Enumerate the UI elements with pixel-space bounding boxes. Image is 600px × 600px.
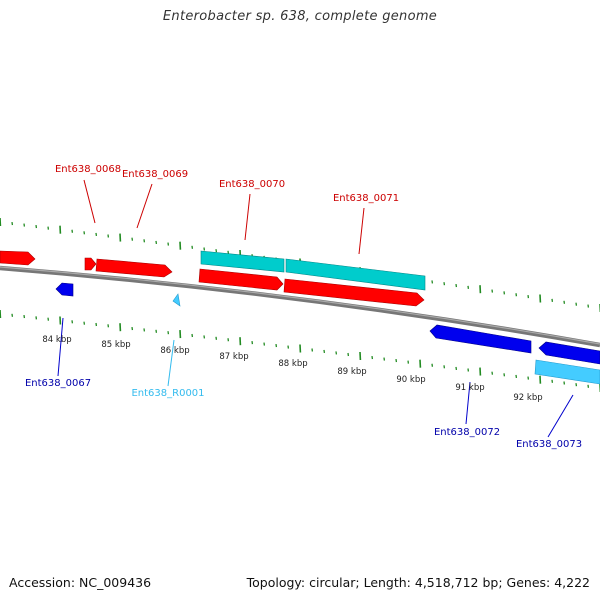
leader-0071 (358, 207, 365, 255)
scale-label-89: 89 kbp (337, 367, 366, 377)
gene-label-r0001[interactable]: Ent638_R0001 (131, 388, 204, 399)
gene-arrow-0067[interactable] (55, 282, 74, 297)
leader-0072 (465, 381, 471, 425)
inner-tick-track (0, 309, 600, 393)
leader-0073 (547, 394, 574, 438)
leader-0067 (57, 317, 64, 377)
rna-block-r0001[interactable] (172, 293, 181, 307)
genome-summary-text: Topology: circular; Length: 4,518,712 bp… (246, 575, 590, 590)
scale-label-90: 90 kbp (396, 375, 425, 385)
gene-label-0070[interactable]: Ent638_0070 (219, 179, 285, 190)
gene-arrow-0071[interactable] (283, 278, 425, 307)
gene-label-0067[interactable]: Ent638_0067 (25, 378, 91, 389)
gene-label-0073[interactable]: Ent638_0073 (516, 439, 582, 450)
gene-label-0068[interactable]: Ent638_0068 (55, 164, 121, 175)
leader-0068 (83, 179, 96, 224)
genome-backbone-highlight (0, 266, 600, 345)
gene-arrow-0066[interactable] (0, 250, 36, 266)
leader-r0001 (167, 339, 175, 387)
gene-arrow-0073[interactable] (538, 341, 600, 365)
outer-tick-track (0, 217, 600, 313)
gene-label-0072[interactable]: Ent638_0072 (434, 427, 500, 438)
gene-arrow-0070[interactable] (198, 268, 284, 291)
genome-backbone (0, 265, 600, 348)
scale-label-86: 86 kbp (160, 346, 189, 356)
scale-label-91: 91 kbp (455, 383, 484, 393)
gene-label-0069[interactable]: Ent638_0069 (122, 169, 188, 180)
scale-label-85: 85 kbp (101, 340, 130, 350)
leader-0070 (244, 193, 251, 241)
scale-label-87: 87 kbp (219, 352, 248, 362)
scale-label-92: 92 kbp (513, 393, 542, 403)
leader-0069 (136, 183, 153, 229)
scale-label-84: 84 kbp (42, 335, 71, 345)
gene-label-0071[interactable]: Ent638_0071 (333, 193, 399, 204)
gene-arrow-0069[interactable] (95, 258, 173, 278)
map-title: Enterobacter sp. 638, complete genome (162, 9, 438, 24)
scale-label-88: 88 kbp (278, 359, 307, 369)
gene-arrow-0072[interactable] (429, 324, 532, 354)
rna-block-0073[interactable] (534, 359, 600, 385)
accession-text: Accession: NC_009436 (9, 575, 152, 590)
rna-block-0071[interactable] (285, 258, 426, 291)
gene-arrow-0068[interactable] (84, 257, 97, 271)
rna-block-0070[interactable] (200, 250, 285, 273)
